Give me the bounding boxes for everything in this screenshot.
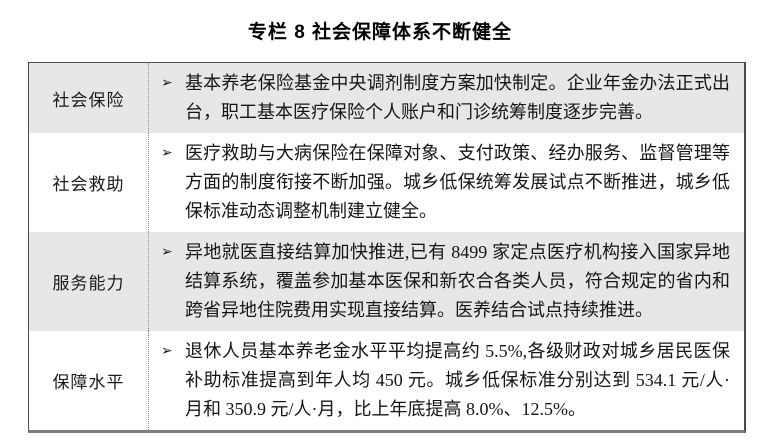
- row-content-cell: ➢ 退休人员基本养老金水平平均提高约 5.5%,各级财政对城乡居民医保补助标准提…: [148, 331, 744, 430]
- arrowhead-bullet-icon: ➢: [161, 145, 173, 161]
- page-title: 专栏 8 社会保障体系不断健全: [247, 22, 513, 43]
- row-content-text: 异地就医直接结算加快推进,已有 8499 家定点医疗机构接入国家异地结算系统，覆…: [185, 242, 730, 320]
- arrowhead-bullet-icon: ➢: [161, 244, 173, 260]
- table-row-social-insurance: 社会保险 ➢ 基本养老保险基金中央调剂制度方案加快制定。企业年金办法正式出台，职…: [29, 63, 744, 133]
- arrowhead-bullet-icon: ➢: [161, 75, 173, 91]
- table-row-social-assistance: 社会救助 ➢ 医疗救助与大病保险在保障对象、支付政策、经办服务、监督管理等方面的…: [29, 133, 744, 232]
- row-content-text: 基本养老保险基金中央调剂制度方案加快制定。企业年金办法正式出台，职工基本医疗保险…: [185, 73, 730, 122]
- social-security-table: 社会保险 ➢ 基本养老保险基金中央调剂制度方案加快制定。企业年金办法正式出台，职…: [28, 62, 746, 433]
- row-content-text: 医疗救助与大病保险在保障对象、支付政策、经办服务、监督管理等方面的制度衔接不断加…: [185, 143, 730, 221]
- row-content-cell: ➢ 医疗救助与大病保险在保障对象、支付政策、经办服务、监督管理等方面的制度衔接不…: [148, 133, 744, 232]
- row-label: 保障水平: [52, 373, 125, 392]
- row-content-cell: ➢ 异地就医直接结算加快推进,已有 8499 家定点医疗机构接入国家异地结算系统…: [148, 232, 744, 331]
- row-content-text: 退休人员基本养老金水平平均提高约 5.5%,各级财政对城乡居民医保补助标准提高到…: [185, 341, 730, 419]
- row-label: 服务能力: [52, 274, 125, 293]
- row-label: 社会保险: [52, 90, 125, 110]
- table-row-security-level: 保障水平 ➢ 退休人员基本养老金水平平均提高约 5.5%,各级财政对城乡居民医保…: [29, 331, 744, 430]
- arrowhead-bullet-icon: ➢: [161, 343, 173, 359]
- row-label: 社会救助: [52, 175, 125, 194]
- row-content-cell: ➢ 基本养老保险基金中央调剂制度方案加快制定。企业年金办法正式出台，职工基本医疗…: [148, 63, 744, 133]
- table-row-service-capacity: 服务能力 ➢ 异地就医直接结算加快推进,已有 8499 家定点医疗机构接入国家异…: [29, 232, 744, 331]
